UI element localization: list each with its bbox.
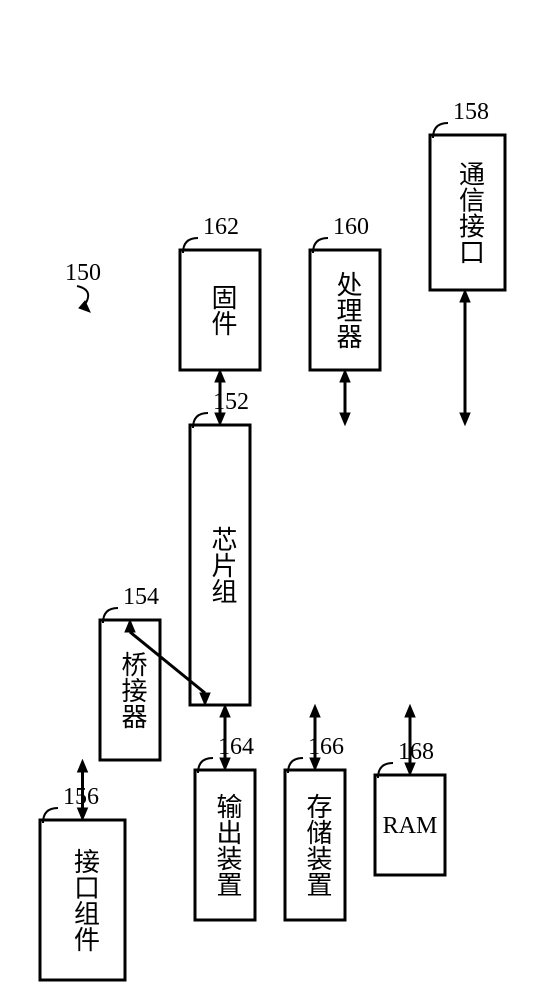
node-comm_interface: 通信接口 158 (430, 99, 505, 290)
node-processor: 处理器 160 (310, 214, 380, 370)
node-ref: 152 (213, 389, 249, 415)
system-ref: 150 (65, 260, 101, 286)
node-firmware: 固件 162 (180, 214, 260, 370)
system-ref-leader (77, 286, 88, 306)
node-ref: 154 (123, 584, 159, 610)
node-ref: 164 (218, 734, 254, 760)
node-ref: 160 (333, 214, 369, 240)
node-label: 处理器 (333, 271, 362, 349)
node-label: 桥接器 (118, 651, 147, 729)
node-label: 输出装置 (213, 793, 242, 897)
node-chipset: 芯片组 152 (190, 389, 250, 705)
node-ref: 166 (308, 734, 344, 760)
node-label: 固件 (208, 284, 237, 336)
node-label: 芯片组 (208, 526, 237, 604)
node-label: 通信接口 (456, 161, 485, 265)
system-ref-arrow (79, 301, 90, 312)
node-label: RAM (383, 813, 438, 839)
node-ref: 158 (453, 99, 489, 125)
node-ref: 162 (203, 214, 239, 240)
node-label: 接口组件 (71, 848, 100, 952)
node-ref: 168 (398, 739, 434, 765)
node-label: 存储装置 (303, 793, 332, 897)
node-bridge: 桥接器 154 (100, 584, 160, 760)
